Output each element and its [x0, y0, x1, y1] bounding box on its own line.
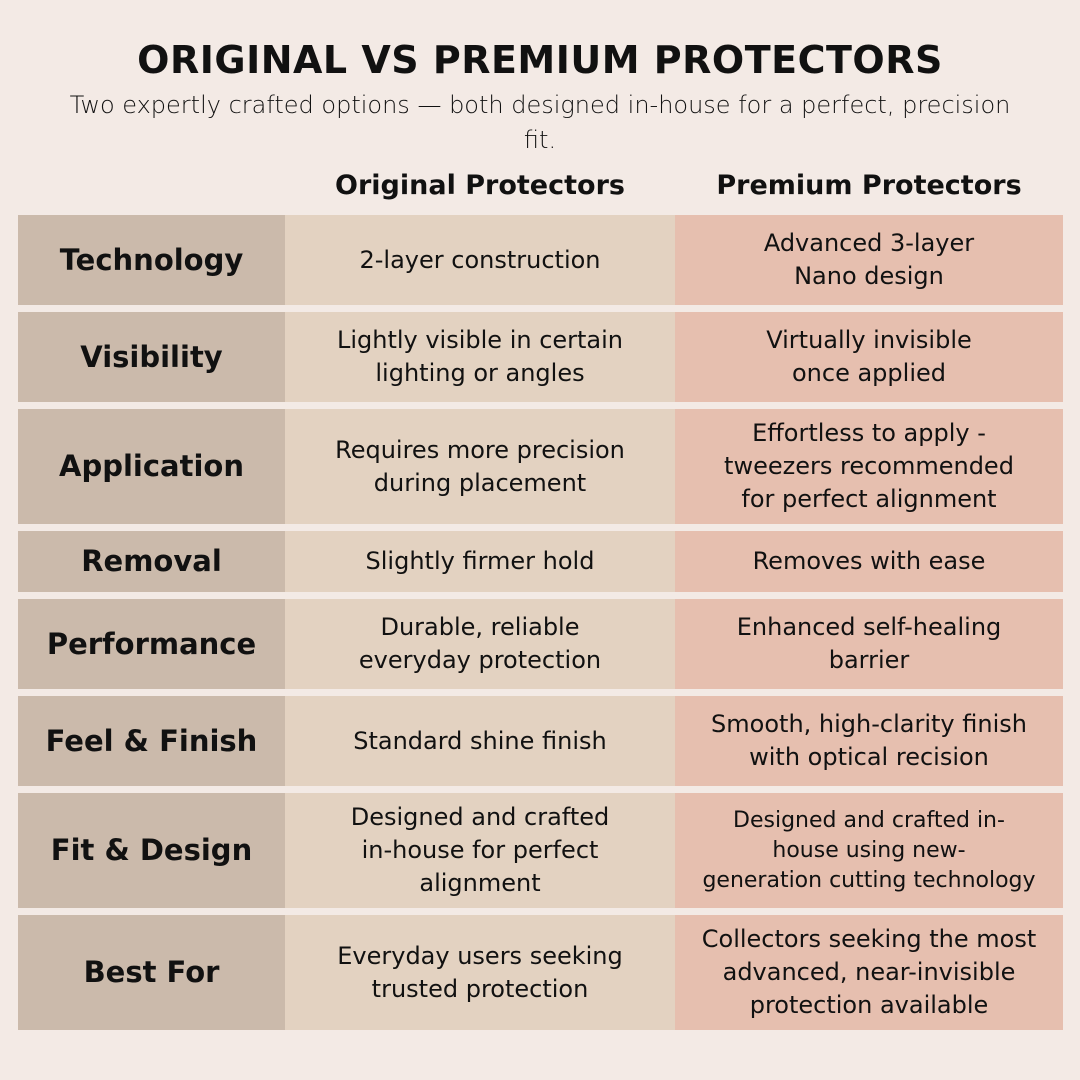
table-row: Application Requires more precision duri…	[18, 409, 1063, 524]
table-row: Removal Slightly firmer hold Removes wit…	[18, 531, 1063, 592]
table-row: Best For Everyday users seeking trusted …	[18, 915, 1063, 1030]
premium-cell: Removes with ease	[675, 531, 1063, 592]
row-label: Technology	[18, 215, 285, 305]
table-row: Feel & Finish Standard shine finish Smoo…	[18, 696, 1063, 786]
original-cell: 2-layer construction	[285, 215, 675, 305]
original-cell: Lightly visible in certain lighting or a…	[285, 312, 675, 402]
original-cell: Requires more precision during placement	[285, 409, 675, 524]
column-header-original: Original Protectors	[335, 170, 625, 201]
row-label: Best For	[18, 915, 285, 1030]
page-title: ORIGINAL VS PREMIUM PROTECTORS	[137, 38, 943, 82]
original-cell: Everyday users seeking trusted protectio…	[285, 915, 675, 1030]
table-row: Fit & Design Designed and crafted in-hou…	[18, 793, 1063, 908]
premium-cell: Smooth, high-clarity finish with optical…	[675, 696, 1063, 786]
table-row: Performance Durable, reliable everyday p…	[18, 599, 1063, 689]
premium-cell: Virtually invisible once applied	[675, 312, 1063, 402]
column-header-premium: Premium Protectors	[716, 170, 1022, 201]
row-label: Application	[18, 409, 285, 524]
original-cell: Designed and crafted in-house for perfec…	[285, 793, 675, 908]
subtitle: Two expertly crafted options — both desi…	[69, 91, 1011, 154]
row-label: Visibility	[18, 312, 285, 402]
row-label: Fit & Design	[18, 793, 285, 908]
table-row: Technology 2-layer construction Advanced…	[18, 215, 1063, 305]
premium-cell: Collectors seeking the most advanced, ne…	[675, 915, 1063, 1030]
premium-cell: Effortless to apply - tweezers recommend…	[675, 409, 1063, 524]
row-label: Feel & Finish	[18, 696, 285, 786]
premium-cell: Enhanced self-healing barrier	[675, 599, 1063, 689]
comparison-table: Technology 2-layer construction Advanced…	[18, 215, 1063, 1037]
original-cell: Durable, reliable everyday protection	[285, 599, 675, 689]
table-row: Visibility Lightly visible in certain li…	[18, 312, 1063, 402]
original-cell: Slightly firmer hold	[285, 531, 675, 592]
premium-cell: Designed and crafted in- house using new…	[675, 793, 1063, 908]
row-label: Removal	[18, 531, 285, 592]
row-label: Performance	[18, 599, 285, 689]
original-cell: Standard shine finish	[285, 696, 675, 786]
premium-cell: Advanced 3-layer Nano design	[675, 215, 1063, 305]
